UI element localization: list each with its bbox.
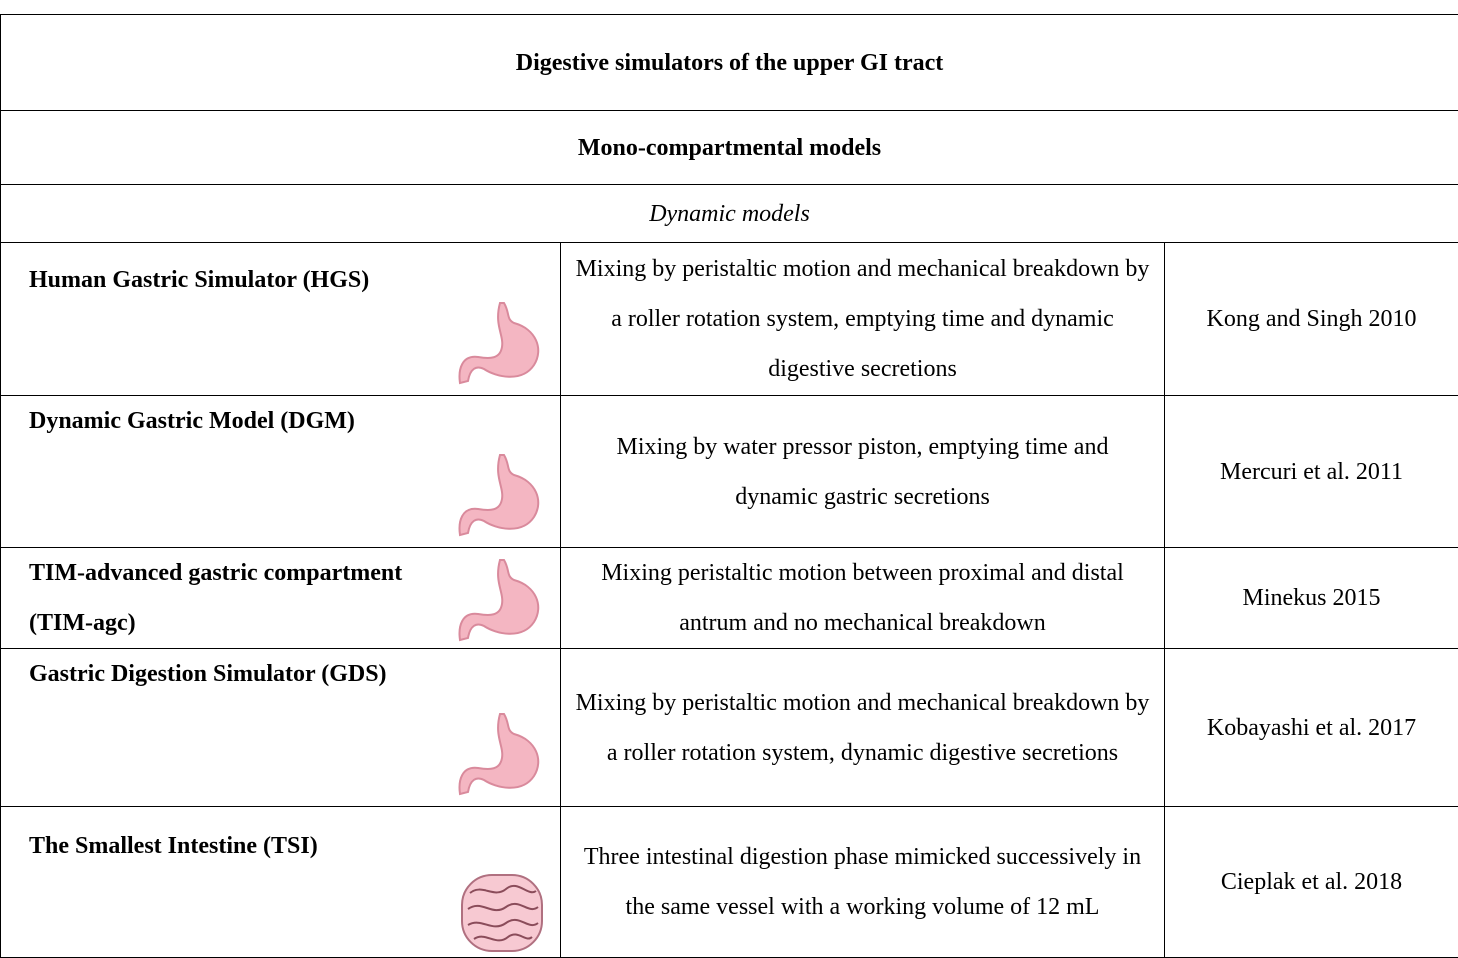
stomach-icon [456,299,546,387]
description: Mixing by peristaltic motion and mechani… [561,243,1165,396]
model-name: Human Gastric Simulator (HGS) [1,243,560,305]
description: Mixing by water pressor piston, emptying… [561,396,1165,548]
description: Mixing by peristaltic motion and mechani… [561,649,1165,807]
description: Mixing peristaltic motion between proxim… [561,548,1165,649]
reference: Kong and Singh 2010 [1165,243,1458,396]
stomach-icon [456,710,546,798]
description: Three intestinal digestion phase mimicke… [561,807,1165,958]
name-cell: Gastric Digestion Simulator (GDS) [1,649,561,807]
simulators-table: Digestive simulators of the upper GI tra… [0,14,1458,958]
table-title: Digestive simulators of the upper GI tra… [1,15,1458,111]
reference: Minekus 2015 [1165,548,1458,649]
section-header: Mono-compartmental models [1,111,1458,185]
intestine-icon [458,869,546,955]
name-cell: The Smallest Intestine (TSI) [1,807,561,958]
subsection-header: Dynamic models [1,185,1458,243]
reference: Cieplak et al. 2018 [1165,807,1458,958]
model-name: Dynamic Gastric Model (DGM) [1,396,560,446]
model-name: Gastric Digestion Simulator (GDS) [1,649,560,699]
name-cell: Dynamic Gastric Model (DGM) [1,396,561,548]
name-cell: TIM-advanced gastric compartment (TIM-ag… [1,548,561,649]
stomach-icon [456,556,546,644]
model-name: The Smallest Intestine (TSI) [1,807,560,871]
stomach-icon [456,451,546,539]
reference: Mercuri et al. 2011 [1165,396,1458,548]
name-cell: Human Gastric Simulator (HGS) [1,243,561,396]
reference: Kobayashi et al. 2017 [1165,649,1458,807]
